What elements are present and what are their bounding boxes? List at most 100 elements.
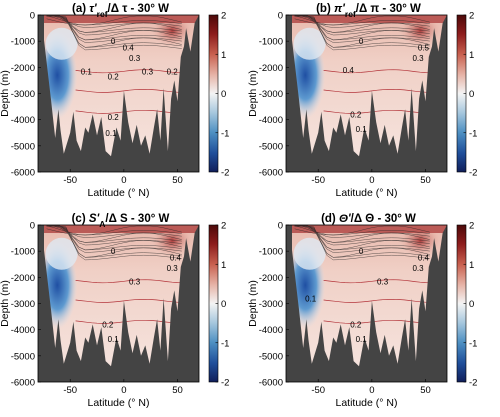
colorbar-tick-label: 1 xyxy=(221,50,226,61)
y-tick-label: -1000 xyxy=(11,37,35,48)
colorbar-tick-label: 2 xyxy=(221,221,226,232)
y-tick-label: -4000 xyxy=(259,325,283,336)
x-tick-label: 0 xyxy=(369,385,374,396)
y-tick-label: 0 xyxy=(278,11,283,22)
colorbar-tick-label: 1 xyxy=(221,260,226,271)
panel-title: (a) τ'ref/Δ τ - 30° W xyxy=(72,3,169,19)
y-tick-label: -6000 xyxy=(259,168,283,179)
title-symbol: τ' xyxy=(89,3,98,15)
y-tick-label: -4000 xyxy=(11,115,35,126)
contour-line xyxy=(294,15,430,48)
positive-contour xyxy=(75,298,183,303)
y-tick-label: -5000 xyxy=(259,351,283,362)
southern-ocean-upper-anomaly xyxy=(45,237,78,270)
contour-label: 0 xyxy=(111,247,116,256)
title-rest: /Δ π - 30° W xyxy=(356,3,421,15)
contour-label: 0.2 xyxy=(167,67,179,76)
positive-contour xyxy=(75,279,183,284)
colorbar-tick-label: 1 xyxy=(469,50,474,61)
x-tick-label: 50 xyxy=(172,175,183,186)
y-tick-label: 0 xyxy=(278,221,283,232)
contour-line xyxy=(46,15,182,28)
contour-label: 0.3 xyxy=(412,54,424,63)
y-tick-label: -2000 xyxy=(259,63,283,74)
title-rest: /Δ S - 30° W xyxy=(105,213,169,225)
title-symbol: π' xyxy=(334,3,346,15)
contour-label: 0.1 xyxy=(81,67,93,76)
title-rest: /Δ Θ - 30° W xyxy=(351,213,416,225)
title-rest: /Δ τ - 30° W xyxy=(108,3,170,15)
panel-d: 00.40.30.10.30.20.10-1000-2000-3000-4000… xyxy=(247,213,477,409)
contour-line xyxy=(46,15,182,51)
x-tick-label: -50 xyxy=(63,175,77,186)
x-tick-label: -50 xyxy=(63,385,77,396)
bathymetry xyxy=(286,15,447,172)
colorbar-tick-label: -2 xyxy=(469,378,477,389)
contour-label: 0.1 xyxy=(356,125,368,134)
contour-label: 0.2 xyxy=(108,72,120,81)
contour-line xyxy=(294,225,430,238)
contour-line xyxy=(294,225,430,258)
contour-label: 0.3 xyxy=(129,277,141,286)
y-tick-label: -1000 xyxy=(259,37,283,48)
contour-line xyxy=(46,225,182,258)
bathymetry xyxy=(38,15,199,172)
contour-line xyxy=(46,225,182,261)
colorbar-tick-label: 2 xyxy=(469,11,474,22)
title-label: (d) xyxy=(321,213,339,225)
title-subscript: A xyxy=(99,219,105,229)
positive-contour xyxy=(323,298,431,303)
panel-c: 00.40.30.30.20.10-1000-2000-3000-4000-50… xyxy=(0,213,229,409)
positive-contour xyxy=(75,88,183,93)
contour-label: 0.1 xyxy=(108,335,120,344)
contour-label: 0.3 xyxy=(412,264,424,273)
y-tick-label: 0 xyxy=(30,221,35,232)
contour-label: 0.2 xyxy=(350,110,362,119)
x-tick-label: -50 xyxy=(311,385,325,396)
colorbar-tick-label: -2 xyxy=(221,378,229,389)
bathymetry xyxy=(38,225,199,382)
contour-line xyxy=(46,15,182,48)
y-tick-label: -4000 xyxy=(259,115,283,126)
contour-line xyxy=(294,225,430,261)
title-symbol: Θ' xyxy=(339,213,352,225)
x-tick-label: 50 xyxy=(172,385,183,396)
contour-label: 0.1 xyxy=(305,294,317,303)
x-axis-label: Latitude (° N) xyxy=(336,397,398,409)
contour-line xyxy=(46,225,182,251)
contour-line xyxy=(294,225,430,251)
contour-label: 0 xyxy=(359,247,364,256)
colorbar-tick-label: -2 xyxy=(469,168,477,179)
contour-label: 0 xyxy=(359,37,364,46)
y-tick-label: -3000 xyxy=(11,299,35,310)
contour-label: 0.4 xyxy=(170,254,182,263)
y-tick-label: -5000 xyxy=(11,141,35,152)
x-tick-label: 50 xyxy=(420,175,431,186)
contour-lines xyxy=(46,225,182,261)
y-axis-label: Depth (m) xyxy=(247,70,259,117)
title-symbol: S' xyxy=(89,213,101,225)
southern-ocean-upper-anomaly xyxy=(45,27,78,60)
positive-contour xyxy=(323,88,431,93)
y-tick-label: -2000 xyxy=(259,273,283,284)
x-axis-label: Latitude (° N) xyxy=(88,187,150,199)
colorbar-tick-label: -1 xyxy=(469,338,477,349)
colorbar-tick-label: 2 xyxy=(221,11,226,22)
y-tick-label: -3000 xyxy=(259,299,283,310)
contour-label: 0.2 xyxy=(108,113,120,122)
y-tick-label: -6000 xyxy=(11,378,35,389)
contour-lines xyxy=(46,15,182,51)
colorbar-tick-label: -1 xyxy=(221,338,229,349)
contour-label: 0.5 xyxy=(418,44,430,53)
contour-label: 0.4 xyxy=(418,254,430,263)
positive-contour xyxy=(323,69,431,74)
y-tick-label: -3000 xyxy=(11,89,35,100)
colorbar-tick-label: 1 xyxy=(469,260,474,271)
panel-title: (c) S'A/Δ S - 30° W xyxy=(72,213,170,229)
southern-ocean-upper-anomaly xyxy=(293,27,326,60)
y-tick-label: -5000 xyxy=(259,141,283,152)
x-axis-label: Latitude (° N) xyxy=(88,397,150,409)
contour-line xyxy=(46,225,182,238)
contour-label: 0.3 xyxy=(377,277,389,286)
